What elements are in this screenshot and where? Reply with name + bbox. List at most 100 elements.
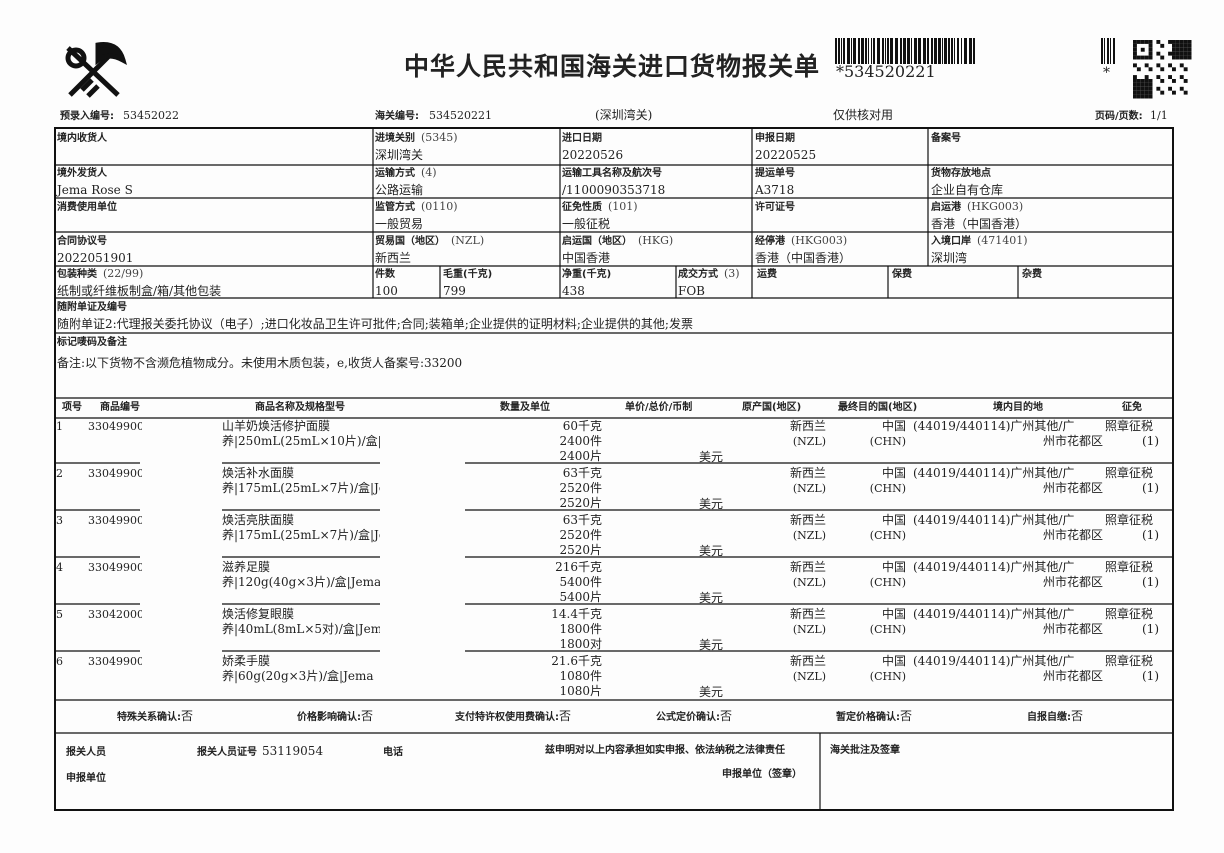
- item-qty: 1800件: [559, 622, 602, 636]
- item-exemption-code: (1): [1142, 575, 1159, 589]
- item-qty: 63千克: [562, 513, 602, 527]
- field: 申报日期 20220525: [755, 130, 816, 163]
- value: 1/1: [1150, 109, 1168, 122]
- confirmation: 支付特许权使用费确认:否: [455, 709, 571, 725]
- confirmation-label: 价格影响确认:: [297, 712, 361, 723]
- field-label: 境内收货人: [57, 133, 107, 144]
- item-exemption: 照章征税: [1105, 560, 1154, 574]
- field-value: 企业自有仓库: [931, 183, 1004, 197]
- title: 中华人民共和国海关进口货物报关单: [404, 52, 821, 81]
- item-exemption-code: (1): [1142, 434, 1159, 448]
- field-label: 包装种类: [57, 269, 97, 280]
- field: 杂费: [1022, 266, 1042, 282]
- confirmation-label: 公式定价确认:: [656, 712, 720, 723]
- item-qty: 2520片: [559, 496, 602, 510]
- note: 仅供核对用: [833, 108, 894, 122]
- field-value: 20220525: [755, 148, 817, 162]
- field-value: 公路运输: [375, 183, 424, 197]
- field: 净重(千克) 438: [562, 266, 611, 299]
- field-label: 运费: [757, 269, 777, 280]
- column-header: 境内目的地: [993, 402, 1043, 413]
- item-currency: 美元: [699, 497, 724, 511]
- field-code: (5345): [421, 131, 458, 144]
- item-name: 焕活亮肤面膜: [222, 513, 295, 527]
- item-destination-code: (CHN): [869, 482, 906, 495]
- office: (深圳湾关): [595, 108, 653, 122]
- item-destination-code: (CHN): [869, 670, 906, 683]
- confirmation-value: 否: [181, 709, 194, 723]
- qr-code: [1133, 40, 1192, 99]
- field-label: 境外发货人: [57, 168, 107, 179]
- item-origin-code: (NZL): [792, 576, 826, 589]
- item-currency: 美元: [699, 544, 724, 558]
- field-value: 香港（中国香港）: [755, 251, 852, 265]
- column-header: 数量及单位: [500, 402, 550, 413]
- item-domestic: 州市花都区: [1042, 669, 1103, 683]
- item-domestic: (44019/440114)广州其他/广: [913, 560, 1075, 574]
- item-no: 6: [56, 655, 63, 668]
- item-qty: 60千克: [562, 419, 602, 433]
- item-spec: 养|120g(40g×3片)/盒|Jema: [222, 575, 380, 589]
- field-label: 件数: [375, 269, 395, 280]
- item-destination-code: (CHN): [869, 435, 906, 448]
- column-header: 最终目的国(地区): [838, 402, 918, 413]
- field-value: 随附单证2:代理报关委托协议（电子）;进口化妆品卫生许可批件;合同;装箱单;企业…: [57, 317, 693, 331]
- item-qty: 2520件: [559, 528, 602, 542]
- field: 运费: [757, 266, 777, 282]
- field-label: 成交方式: [678, 269, 718, 280]
- item-spec: 养|40mL(8mL×5对)/盒|Jema: [222, 622, 380, 636]
- field: 进口日期 20220526: [562, 130, 623, 163]
- item-spec: 养|250mL(25mL×10片)/盒|: [222, 434, 380, 448]
- field-value: 中国香港: [562, 251, 611, 265]
- item-spec: 养|60g(20g×3片)/盒|Jema: [222, 669, 374, 683]
- field-code: (HKG): [638, 234, 674, 247]
- column-header: 原产国(地区): [742, 402, 802, 413]
- item-origin-code: (NZL): [792, 670, 826, 683]
- item-destination: 中国: [881, 560, 906, 574]
- field: 入境口岸 (471401) 深圳湾: [931, 233, 1028, 266]
- barcode: [835, 38, 1115, 64]
- item-exemption: 照章征税: [1105, 466, 1154, 480]
- item-destination: 中国: [881, 654, 906, 668]
- field-label: 保费: [892, 269, 912, 280]
- item-domestic: (44019/440114)广州其他/广: [913, 466, 1075, 480]
- item-qty: 1080片: [559, 684, 602, 698]
- column-header: 单价/总价/币制: [625, 402, 693, 413]
- field-label: 监管方式: [375, 202, 415, 213]
- field-value: 799: [443, 284, 466, 298]
- field: 随附单证及编号 随附单证2:代理报关委托协议（电子）;进口化妆品卫生许可批件;合同…: [57, 299, 693, 332]
- item-exemption-code: (1): [1142, 669, 1159, 683]
- field-code: (NZL): [451, 234, 485, 247]
- item-currency: 美元: [699, 450, 724, 464]
- field-code: (471401): [977, 234, 1028, 247]
- value: 53119054: [262, 744, 324, 758]
- item-exemption-code: (1): [1142, 528, 1159, 542]
- field: 消费使用单位: [57, 199, 117, 215]
- item-spec: 养|175mL(25mL×7片)/盒|Je: [222, 481, 380, 495]
- item-origin-code: (NZL): [792, 482, 826, 495]
- item-no: 5: [56, 608, 63, 621]
- item-origin: 新西兰: [789, 513, 826, 527]
- item-destination: 中国: [881, 513, 906, 527]
- label: 海关批注及签章: [830, 745, 900, 756]
- field-value: 20220526: [562, 148, 624, 162]
- field-value: 纸制或纤维板制盒/箱/其他包装: [57, 284, 222, 298]
- field: 境外发货人 Jema Rose S: [57, 165, 133, 198]
- item-currency: 美元: [699, 685, 724, 699]
- item-origin: 新西兰: [789, 607, 826, 621]
- item-qty: 21.6千克: [551, 654, 602, 668]
- label: 电话: [383, 747, 403, 758]
- field-label: 杂费: [1022, 269, 1042, 280]
- item-exemption: 照章征税: [1105, 607, 1154, 621]
- confirmation: 自报自缴:否: [1027, 709, 1083, 725]
- field: 贸易国（地区） (NZL) 新西兰: [375, 233, 484, 266]
- item-code: 33049900: [88, 655, 142, 668]
- item-qty: 216千克: [555, 560, 602, 574]
- label: 报关人员: [66, 747, 106, 758]
- field-value: 香港（中国香港）: [931, 217, 1028, 231]
- field: 提运单号 A3718: [755, 165, 795, 198]
- column-header: 商品名称及规格型号: [255, 402, 345, 413]
- field-label: 启运港: [931, 202, 961, 213]
